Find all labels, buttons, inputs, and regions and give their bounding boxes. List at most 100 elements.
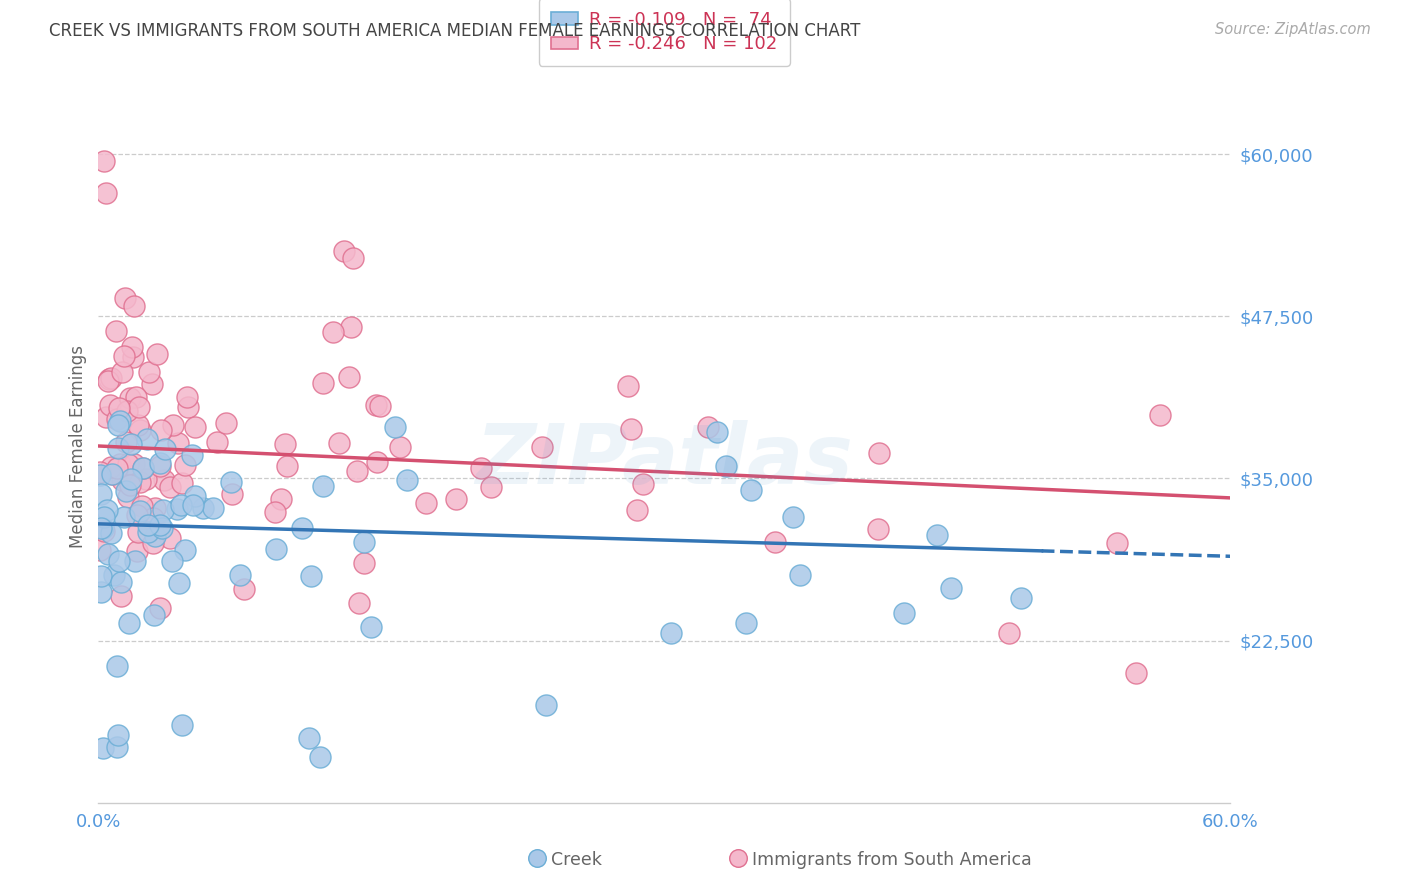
Point [620, 422, 643, 436]
Point [312, 479, 335, 493]
Point [184, 420, 207, 434]
Point [110, 365, 132, 379]
Point [97, 547, 120, 561]
Point [127, 524, 149, 539]
Point [167, 576, 190, 591]
Point [1149, 408, 1171, 422]
Point [998, 626, 1021, 640]
Point [122, 299, 145, 313]
Point [152, 503, 174, 517]
Point [150, 423, 173, 437]
Point [202, 500, 225, 515]
Point [150, 521, 173, 535]
Point [129, 504, 152, 518]
Point [94, 186, 117, 200]
Point [172, 475, 194, 490]
Point [117, 490, 139, 504]
Point [274, 437, 297, 451]
Point [149, 601, 172, 615]
Point [117, 457, 139, 471]
Point [125, 390, 148, 404]
Point [322, 326, 344, 340]
Point [121, 340, 143, 354]
Point [342, 251, 364, 265]
Point [339, 319, 361, 334]
Point [616, 379, 638, 393]
Point [120, 391, 142, 405]
Point [415, 496, 437, 510]
Point [97, 375, 120, 389]
Point [141, 377, 163, 392]
Y-axis label: Median Female Earnings: Median Female Earnings [69, 344, 87, 548]
Point [111, 473, 134, 487]
Point [135, 432, 157, 446]
Point [170, 718, 193, 732]
Point [115, 404, 138, 418]
Point [120, 437, 142, 451]
Point [159, 531, 181, 545]
Point [740, 483, 762, 498]
Point [215, 417, 238, 431]
Point [868, 446, 890, 460]
Point [166, 436, 188, 450]
Point [143, 516, 166, 530]
Point [90, 521, 112, 535]
Point [100, 526, 122, 541]
Point [264, 505, 287, 519]
Point [626, 503, 648, 517]
Text: CREEK VS IMMIGRANTS FROM SOUTH AMERICA MEDIAN FEMALE EARNINGS CORRELATION CHART: CREEK VS IMMIGRANTS FROM SOUTH AMERICA M… [49, 22, 860, 40]
Point [131, 499, 153, 513]
Point [893, 606, 915, 620]
Point [789, 568, 811, 582]
Point [135, 473, 157, 487]
Point [143, 501, 166, 516]
Point [396, 473, 419, 487]
Point [142, 536, 165, 550]
Text: Immigrants from South America: Immigrants from South America [752, 851, 1032, 869]
Point [1010, 591, 1032, 606]
Point [149, 518, 172, 533]
Point [138, 365, 160, 379]
Point [353, 534, 375, 549]
Point [132, 461, 155, 475]
Point [1125, 666, 1147, 681]
Point [129, 475, 152, 489]
Point [153, 473, 176, 487]
Point [174, 458, 197, 473]
Point [89, 466, 111, 480]
Point [117, 615, 139, 630]
Point [155, 442, 177, 456]
Point [136, 517, 159, 532]
Point [659, 626, 682, 640]
Point [176, 390, 198, 404]
Point [716, 458, 738, 473]
Point [125, 544, 148, 558]
Point [91, 741, 114, 756]
Point [366, 455, 388, 469]
Point [108, 414, 131, 428]
Point [142, 511, 165, 525]
Text: Source: ZipAtlas.com: Source: ZipAtlas.com [1215, 22, 1371, 37]
Point [264, 542, 287, 557]
Point [229, 568, 252, 582]
Point [90, 569, 112, 583]
Point [384, 420, 406, 434]
Point [105, 460, 128, 475]
Point [332, 244, 354, 259]
Point [706, 425, 728, 439]
Point [177, 400, 200, 414]
Point [98, 399, 121, 413]
Point [108, 554, 131, 568]
Point [298, 731, 321, 745]
Point [328, 436, 350, 450]
Point [114, 291, 136, 305]
Point [221, 475, 243, 490]
Point [90, 487, 112, 501]
Point [868, 522, 890, 536]
Point [233, 582, 256, 596]
Point [127, 418, 149, 433]
Point [105, 739, 128, 754]
Point [174, 542, 197, 557]
Point [337, 369, 360, 384]
Point [633, 476, 655, 491]
